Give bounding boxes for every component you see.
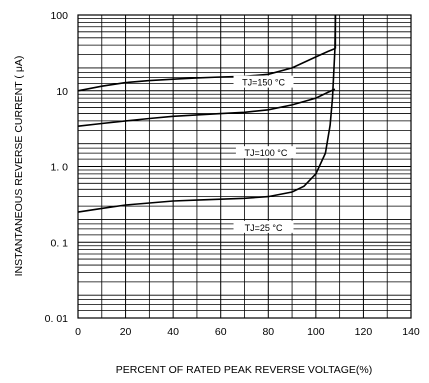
x-tick-label: 100 [307,326,325,338]
grid [78,15,411,318]
plot-frame [77,14,412,319]
x-tick-label: 20 [120,326,132,338]
y-tick-label: 1. 0 [50,162,68,174]
y-axis-title: INSTANTANEOUS REVERSE CURRENT ( μA) [13,56,25,277]
y-tick-label: 0. 01 [45,313,69,325]
y-tick-label: 10 [56,86,68,98]
x-tick-label: 0 [75,326,81,338]
curve-labels: TJ=150 °C TJ=100 °C TJ=25 °C [233,75,296,233]
series-line-1 [77,88,336,127]
x-tick-label: 140 [402,326,420,338]
x-tick-label: 60 [215,326,227,338]
curve-label-background [235,146,296,159]
series-line-0 [77,47,336,92]
x-tick-label: 40 [167,326,179,338]
x-axis-title: PERCENT OF RATED PEAK REVERSE VOLTAGE(%) [116,364,373,376]
x-tick-labels: 0 20 40 60 80 100 120 140 [75,326,420,338]
curve-label: TJ=100 °C [244,148,287,158]
curve-label: TJ=150 °C [242,78,285,88]
y-tick-label: 100 [50,10,68,22]
curve-label-background [233,220,294,233]
x-tick-label: 120 [355,326,373,338]
y-tick-label: 0. 1 [50,237,68,249]
series-line-2 [77,14,337,213]
curve-label-background [233,75,294,88]
y-tick-labels: 0. 01 0. 1 1. 0 10 100 [45,10,69,325]
curves [77,14,337,213]
curve-label: TJ=25 °C [245,223,283,233]
x-tick-label: 80 [262,326,274,338]
